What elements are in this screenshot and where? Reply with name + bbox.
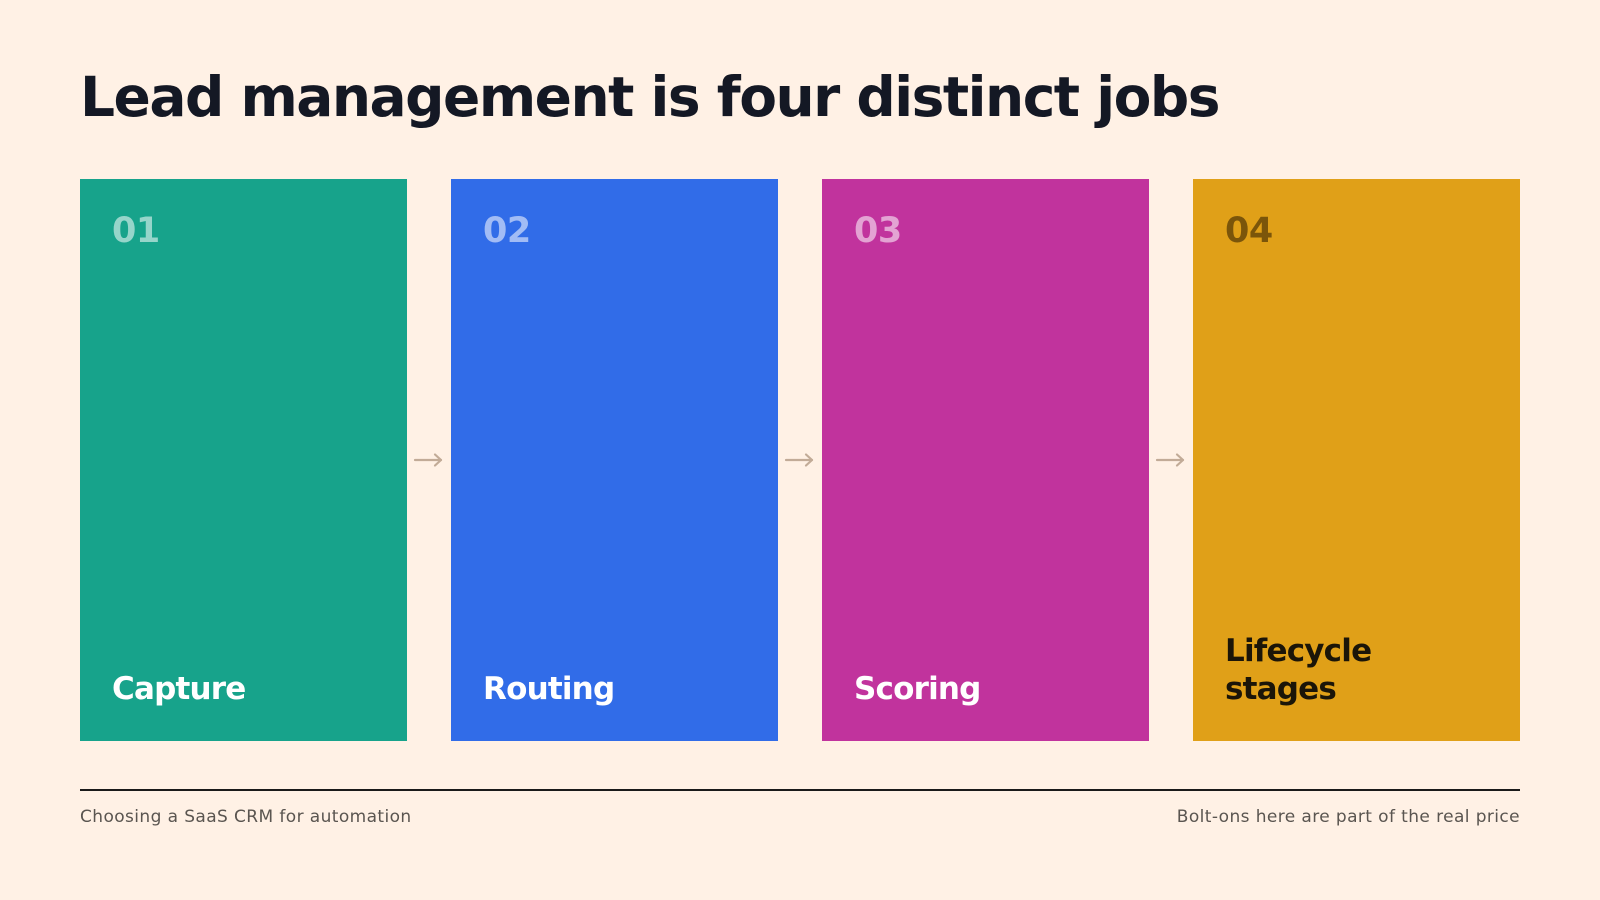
step-card-lifecycle-stages: 04 Lifecycle stages: [1193, 179, 1520, 741]
steps-row: 01 Capture 02 Routing 03 Scoring 04 Life…: [80, 179, 1520, 741]
step-card-routing: 02 Routing: [451, 179, 778, 741]
footer-deck-title: Choosing a SaaS CRM for automation: [80, 807, 412, 827]
step-label: Lifecycle stages: [1225, 633, 1372, 707]
step-label: Scoring: [854, 671, 981, 707]
right-arrow-icon: [413, 453, 443, 467]
footer-note: Bolt-ons here are part of the real price: [1176, 807, 1520, 827]
step-card-scoring: 03 Scoring: [822, 179, 1149, 741]
step-card-capture: 01 Capture: [80, 179, 407, 741]
step-number: 04: [1225, 211, 1273, 251]
step-label: Capture: [112, 671, 246, 707]
step-number: 01: [112, 211, 160, 251]
step-number: 03: [854, 211, 902, 251]
step-label: Routing: [483, 671, 615, 707]
step-number: 02: [483, 211, 531, 251]
footer-divider: [80, 789, 1520, 791]
slide-title: Lead management is four distinct jobs: [80, 65, 1220, 129]
right-arrow-icon: [1155, 453, 1185, 467]
right-arrow-icon: [784, 453, 814, 467]
